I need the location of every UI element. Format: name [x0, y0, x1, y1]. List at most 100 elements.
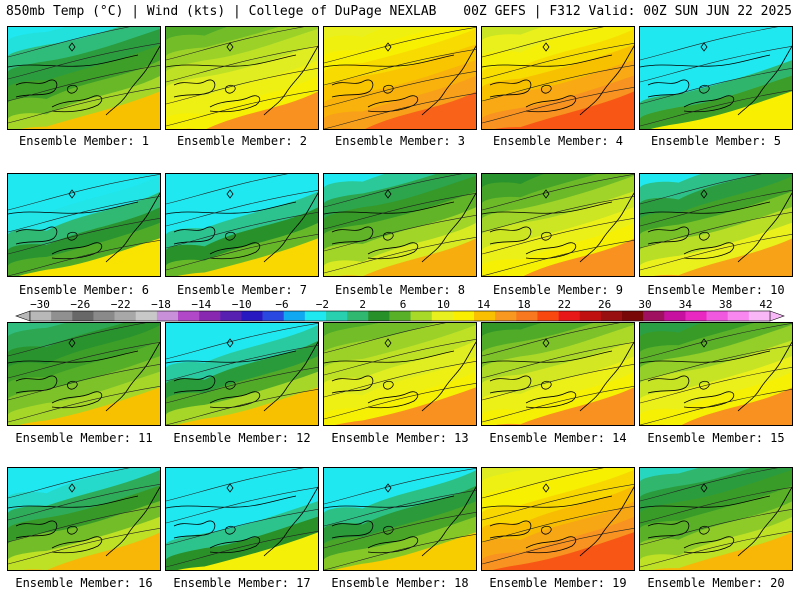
wind-streamline	[482, 218, 634, 255]
coastline-border	[324, 54, 455, 68]
colorbar-tick-label: 22	[558, 298, 571, 311]
station-marker-icon	[68, 189, 76, 199]
coastline-border	[683, 95, 735, 113]
ensemble-map-panel	[165, 26, 319, 130]
temperature-band	[640, 323, 792, 337]
coastline-border	[67, 84, 78, 94]
colorbar-segment	[537, 311, 559, 321]
coastline-border	[482, 201, 613, 215]
wind-streamline	[324, 27, 476, 64]
ensemble-member-label: Ensemble Member: 4	[492, 134, 624, 148]
ensemble-map-panel	[323, 322, 477, 426]
ensemble-map-panel	[323, 26, 477, 130]
colorbar-segment	[114, 311, 137, 321]
coastline-border	[209, 95, 261, 113]
coastline-border	[421, 341, 476, 412]
ensemble-map-panel	[639, 26, 793, 130]
station-marker-icon	[542, 483, 550, 493]
wind-streamline	[324, 174, 463, 208]
colorbar-segment	[347, 311, 369, 321]
colorbar-segment	[135, 311, 158, 321]
coastline-border	[737, 486, 792, 557]
coastline-border	[737, 45, 792, 116]
colorbar-segment	[474, 311, 496, 321]
wind-streamline	[482, 506, 634, 543]
temperature-band	[640, 174, 792, 188]
colorbar-tick-label: −6	[275, 298, 288, 311]
wind-streamline	[8, 43, 160, 80]
coastline-border	[8, 350, 139, 364]
ensemble-map-panel	[7, 467, 161, 571]
wind-streamline	[482, 240, 634, 276]
temperature-field-map	[324, 174, 476, 276]
ensemble-map-panel	[481, 173, 635, 277]
wind-streamline	[166, 509, 318, 546]
coastline-border	[383, 380, 394, 390]
wind-streamline	[8, 484, 160, 521]
wind-streamline	[482, 27, 604, 58]
wind-streamline	[482, 528, 634, 565]
coastline-border	[105, 192, 160, 263]
temperature-band	[324, 468, 476, 498]
colorbar-segment	[495, 311, 517, 321]
coastline-border	[683, 242, 735, 260]
coastline-border	[173, 79, 216, 98]
wind-streamline	[640, 174, 762, 205]
temperature-field-map	[482, 174, 634, 276]
ensemble-member-label: Ensemble Member: 10	[647, 283, 785, 297]
wind-streamline	[640, 212, 792, 249]
temperature-field-map	[482, 323, 634, 425]
coastline-border	[331, 79, 374, 98]
colorbar-tick-label: 10	[437, 298, 450, 311]
colorbar-segment	[241, 311, 263, 321]
wind-streamline	[640, 46, 792, 83]
wind-streamline	[8, 196, 160, 233]
station-marker-icon	[384, 189, 392, 199]
temperature-field-map	[8, 27, 160, 129]
coastline-border	[263, 192, 318, 263]
station-marker-icon	[542, 338, 550, 348]
coastline-border	[331, 520, 374, 539]
temperature-band	[324, 323, 476, 353]
coastline-border	[525, 391, 577, 409]
station-marker-icon	[384, 42, 392, 52]
wind-streamline	[8, 323, 147, 357]
wind-streamline	[8, 174, 160, 211]
station-marker-icon	[700, 42, 708, 52]
coastline-border	[367, 391, 419, 409]
ensemble-map-panel	[165, 173, 319, 277]
colorbar-segment	[685, 311, 707, 321]
wind-streamline	[324, 215, 476, 252]
wind-streamline	[166, 27, 305, 61]
temperature-band	[8, 323, 160, 353]
colorbar-tick-label: 30	[638, 298, 651, 311]
temperature-band	[482, 174, 634, 188]
wind-streamline	[482, 43, 634, 80]
coastline-border	[8, 201, 139, 215]
coastline-border	[482, 54, 613, 68]
ensemble-member-label: Ensemble Member: 3	[334, 134, 466, 148]
coastline-border	[579, 341, 634, 412]
colorbar-segment	[368, 311, 390, 321]
coastline-border	[166, 201, 297, 215]
temperature-band	[166, 468, 318, 482]
coastline-border	[647, 226, 690, 245]
wind-streamline	[166, 174, 288, 205]
temperature-band	[166, 174, 318, 188]
coastline-border	[525, 95, 577, 113]
colorbar-tick-label: 38	[719, 298, 732, 311]
wind-streamline	[640, 367, 792, 404]
temperature-band	[166, 323, 318, 353]
temperature-band	[324, 174, 476, 188]
colorbar-segment	[748, 311, 771, 321]
temperature-field-map	[166, 323, 318, 425]
coastline-border	[699, 525, 710, 535]
ensemble-member-label: Ensemble Member: 19	[489, 576, 627, 590]
coastline-border	[8, 54, 139, 68]
coastline-border	[209, 536, 261, 554]
coastline-border	[331, 375, 374, 394]
coastline-border	[209, 391, 261, 409]
colorbar-tick-label: 26	[598, 298, 611, 311]
coastline-border	[489, 79, 532, 98]
wind-streamline	[324, 323, 446, 354]
